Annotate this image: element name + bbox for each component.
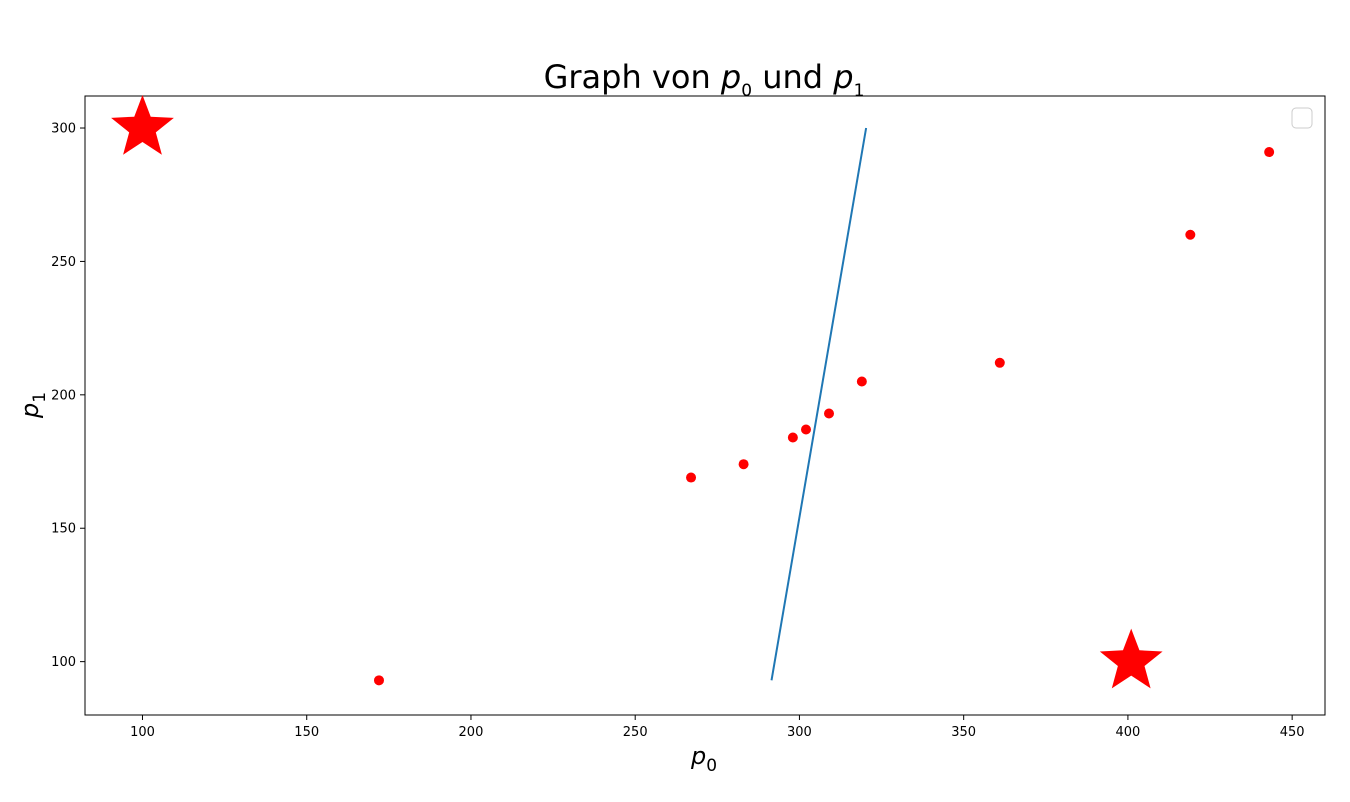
y-axis-label-group: p1 [16, 392, 50, 419]
y-tick-label: 200 [51, 388, 76, 403]
y-tick-label: 100 [51, 655, 76, 670]
data-points-series [373, 147, 1275, 686]
star-marker [1099, 628, 1163, 689]
data-point [824, 408, 834, 419]
y-tick-label: 150 [51, 522, 76, 537]
data-point [801, 424, 812, 435]
x-tick-label: 400 [1115, 725, 1140, 740]
data-point [1185, 229, 1196, 240]
data-point [787, 432, 798, 443]
x-tick-label: 100 [130, 725, 155, 740]
data-point [373, 675, 384, 686]
data-point [738, 459, 749, 470]
y-tick-label: 250 [51, 255, 76, 270]
y-tick-label: 300 [51, 122, 76, 137]
x-tick-label: 150 [294, 725, 319, 740]
star-marker [111, 95, 174, 155]
y-axis: 100 150 200 250 300 [51, 122, 85, 670]
data-point [686, 472, 697, 483]
x-tick-label: 250 [623, 725, 648, 740]
y-axis-label: p1 [16, 392, 50, 419]
x-axis-label: p0 [690, 742, 717, 776]
data-point [994, 357, 1005, 368]
data-point [1264, 147, 1275, 158]
fit-line [770, 127, 868, 681]
legend-box [1291, 107, 1313, 129]
star-markers-series [111, 95, 1163, 689]
x-tick-label: 350 [951, 725, 976, 740]
chart-title: Graph von p0 und p1 [544, 58, 865, 101]
x-tick-label: 450 [1280, 725, 1305, 740]
x-tick-label: 300 [787, 725, 812, 740]
x-tick-label: 200 [459, 725, 484, 740]
data-point [856, 376, 867, 387]
plot-area-frame [84, 95, 1326, 716]
x-axis: 100 150 200 250 300 350 400 450 [130, 715, 1305, 740]
fit-line-series [770, 127, 868, 681]
